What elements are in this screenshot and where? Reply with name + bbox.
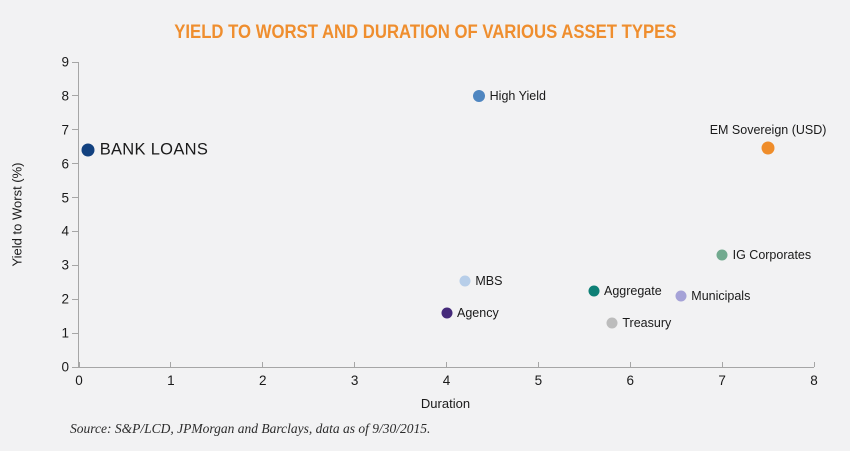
- chart-title: YIELD TO WORST AND DURATION OF VARIOUS A…: [173, 22, 677, 43]
- x-tick-7: [721, 362, 723, 367]
- point-label-municipals: Municipals: [691, 288, 751, 303]
- scatter-point-treasury: [606, 317, 618, 329]
- scatter-point-high-yield: [472, 89, 485, 102]
- y-tick-4: [72, 230, 78, 232]
- point-label-agency: Agency: [457, 305, 499, 320]
- y-tick-0: [72, 366, 78, 368]
- x-tick-6: [629, 362, 631, 367]
- scatter-point-mbs: [459, 275, 471, 287]
- y-tick-label-2: 2: [61, 291, 69, 307]
- x-tick-2: [262, 362, 264, 367]
- point-label-treasury: Treasury: [622, 315, 672, 330]
- point-label-aggregate: Aggregate: [604, 283, 662, 298]
- x-tick-label-7: 7: [718, 373, 726, 388]
- y-tick-6: [72, 163, 78, 165]
- y-tick-label-6: 6: [61, 156, 69, 172]
- point-label-mbs: MBS: [475, 273, 503, 288]
- x-tick-4: [446, 362, 447, 367]
- x-tick-label-1: 1: [167, 373, 175, 388]
- scatter-point-em-sovereign-usd: [761, 141, 775, 155]
- y-tick-label-4: 4: [61, 223, 69, 239]
- source-note: Source: S&P/LCD, JPMorgan and Barclays, …: [70, 421, 431, 436]
- y-tick-label-3: 3: [61, 257, 69, 273]
- x-tick-0: [78, 362, 80, 367]
- x-tick-label-4: 4: [442, 373, 451, 388]
- x-tick-label-8: 8: [810, 373, 818, 388]
- y-tick-8: [72, 95, 78, 97]
- y-tick-7: [72, 129, 78, 131]
- point-label-ig-corporates: IG Corporates: [732, 248, 812, 263]
- x-tick-label-0: 0: [75, 373, 83, 388]
- y-axis-title-wrap: Yield to Worst (%): [6, 62, 28, 367]
- y-tick-2: [72, 298, 78, 300]
- scatter-point-ig-corporates: [716, 249, 728, 261]
- scatter-point-agency: [441, 307, 452, 319]
- y-tick-label-8: 8: [61, 88, 69, 104]
- x-tick-label-6: 6: [626, 373, 635, 388]
- y-tick-3: [72, 264, 78, 266]
- x-tick-label-2: 2: [258, 373, 267, 388]
- x-tick-label-5: 5: [534, 373, 543, 388]
- point-label-high-yield: High Yield: [489, 88, 546, 103]
- plot-area: 0 1 2 3 4 5 6 7 8 9 0 1 2 3 4 5 6 7 8 BANK LOANS High Yield E…: [61, 55, 826, 389]
- title-row: YIELD TO WORST AND DURATION OF VARIOUS A…: [0, 22, 850, 44]
- y-tick-label-9: 9: [61, 54, 69, 70]
- y-tick-label-0: 0: [61, 359, 69, 375]
- point-label-em-sovereign-usd: EM Sovereign (USD): [709, 122, 827, 137]
- x-tick-8: [813, 362, 815, 367]
- scatter-point-municipals: [675, 290, 687, 302]
- y-tick-label-5: 5: [61, 190, 69, 206]
- y-tick-5: [72, 197, 78, 199]
- y-tick-label-7: 7: [61, 122, 69, 138]
- x-tick-3: [354, 362, 356, 367]
- y-tick-1: [72, 332, 78, 334]
- x-tick-label-3: 3: [350, 373, 359, 388]
- point-label-bank-loans: BANK LOANS: [99, 140, 209, 159]
- scatter-point-bank-loans: [81, 143, 95, 157]
- x-axis-title: Duration: [420, 396, 471, 411]
- x-tick-5: [537, 362, 539, 367]
- y-axis-title: Yield to Worst (%): [9, 162, 25, 267]
- y-tick-9: [72, 61, 78, 63]
- x-tick-1: [170, 362, 172, 367]
- y-tick-label-1: 1: [61, 325, 69, 341]
- scatter-point-aggregate: [588, 285, 599, 297]
